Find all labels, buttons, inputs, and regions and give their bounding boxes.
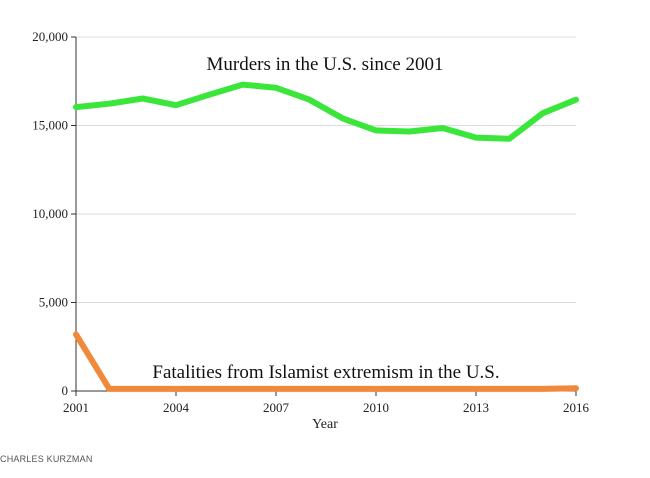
annotation-murders: Murders in the U.S. since 2001: [207, 54, 444, 75]
series-line-murders: [73, 81, 579, 142]
x-tick-label: 2001: [63, 400, 89, 415]
y-axis-ticks: 0 5,000 10,000 15,000 20,000: [32, 29, 76, 398]
source-credit: CHARLES KURZMAN: [0, 454, 93, 464]
x-axis-label: Year: [312, 417, 338, 432]
y-tick-label: 10,000: [32, 206, 68, 221]
series-line-extremism: [73, 331, 579, 392]
x-tick-label: 2004: [163, 400, 190, 415]
y-tick-label: 20,000: [32, 29, 68, 44]
annotation-extremism: Fatalities from Islamist extremism in th…: [152, 362, 499, 383]
y-tick-label: 5,000: [39, 295, 68, 310]
series-lines: [73, 81, 579, 392]
x-tick-label: 2013: [463, 400, 489, 415]
y-tick-label: 0: [62, 383, 69, 398]
x-tick-label: 2007: [263, 400, 290, 415]
x-tick-label: 2016: [563, 400, 590, 415]
x-axis-ticks: 2001 2004 2007 2010 2013 2016: [63, 391, 590, 415]
y-tick-label: 15,000: [32, 118, 68, 133]
gridlines: [76, 36, 576, 303]
x-tick-label: 2010: [363, 400, 389, 415]
